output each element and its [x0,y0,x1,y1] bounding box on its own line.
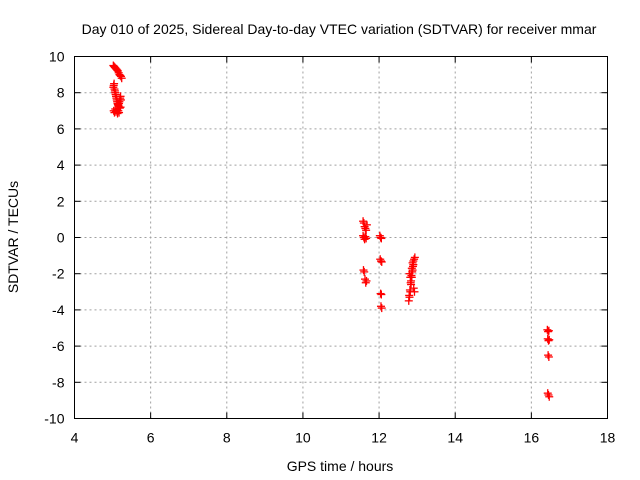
data-point [115,104,124,113]
data-point [544,390,553,399]
data-point [377,304,386,313]
data-point [407,276,416,285]
data-point [116,72,125,81]
data-point [359,266,368,275]
data-point [362,226,371,235]
data-point [113,66,122,75]
y-axis-label: SDTVAR / TECUs [5,181,21,293]
data-point [116,103,125,112]
data-point [408,258,417,267]
y-tick-label: -8 [52,374,65,390]
x-tick-label: 8 [223,430,231,446]
data-point [362,220,371,229]
grid-layer [74,56,608,419]
data-point [361,232,370,241]
data-point [406,273,415,282]
data-point [360,267,369,276]
y-tick-label: -6 [52,338,65,354]
data-point [376,302,385,311]
data-point [410,253,419,262]
data-point [116,95,125,104]
data-point [544,352,553,361]
x-tick-label: 10 [295,430,311,446]
data-point [362,234,371,243]
x-tick-label: 16 [524,430,540,446]
data-point [376,257,385,266]
data-point [407,264,416,273]
data-point [410,255,419,264]
data-point [376,233,385,242]
data-point [409,284,418,293]
data-point [362,276,371,285]
y-tick-label: 2 [57,193,65,209]
y-tick-label: 4 [57,157,65,173]
x-tick-label: 6 [147,430,155,446]
y-tick-label: -10 [44,411,64,427]
data-point [545,392,554,401]
data-point [544,336,553,345]
y-tick-label: -4 [52,302,65,318]
y-tick-label: 10 [49,49,65,65]
x-tick-label: 12 [371,430,387,446]
data-point [543,389,552,398]
x-tick-label: 18 [600,430,616,446]
y-tick-label: 6 [57,121,65,137]
y-tick-label: 0 [57,230,65,246]
data-point [410,287,419,296]
data-point [361,278,370,287]
data-point [405,269,414,278]
data-point [117,74,126,83]
data-point [543,325,552,334]
data-point [544,327,553,336]
y-tick-label: -2 [52,266,65,282]
data-point [544,326,553,335]
data-point [544,351,553,360]
x-tick-label: 14 [447,430,463,446]
data-point [376,289,385,298]
data-point [377,234,386,243]
data-point [359,217,368,226]
x-axis-label: GPS time / hours [287,458,394,474]
data-point [377,257,386,266]
data-point [543,334,552,343]
data-point [405,291,414,300]
data-point [405,285,414,294]
data-point [545,335,554,344]
data-point [360,275,369,284]
chart-title: Day 010 of 2025, Sidereal Day-to-day VTE… [82,21,597,37]
y-tick-label: 8 [57,85,65,101]
data-point [361,224,370,233]
data-point [409,257,418,266]
data-point [377,290,386,299]
x-tick-label: 4 [71,430,79,446]
points-layer [109,61,554,401]
data-point [115,108,124,117]
ticks-layer: 4 6 8 10 12 14 16 18 -10 -8 -6 -4 -2 0 2 4 6 8 10 [44,49,615,446]
